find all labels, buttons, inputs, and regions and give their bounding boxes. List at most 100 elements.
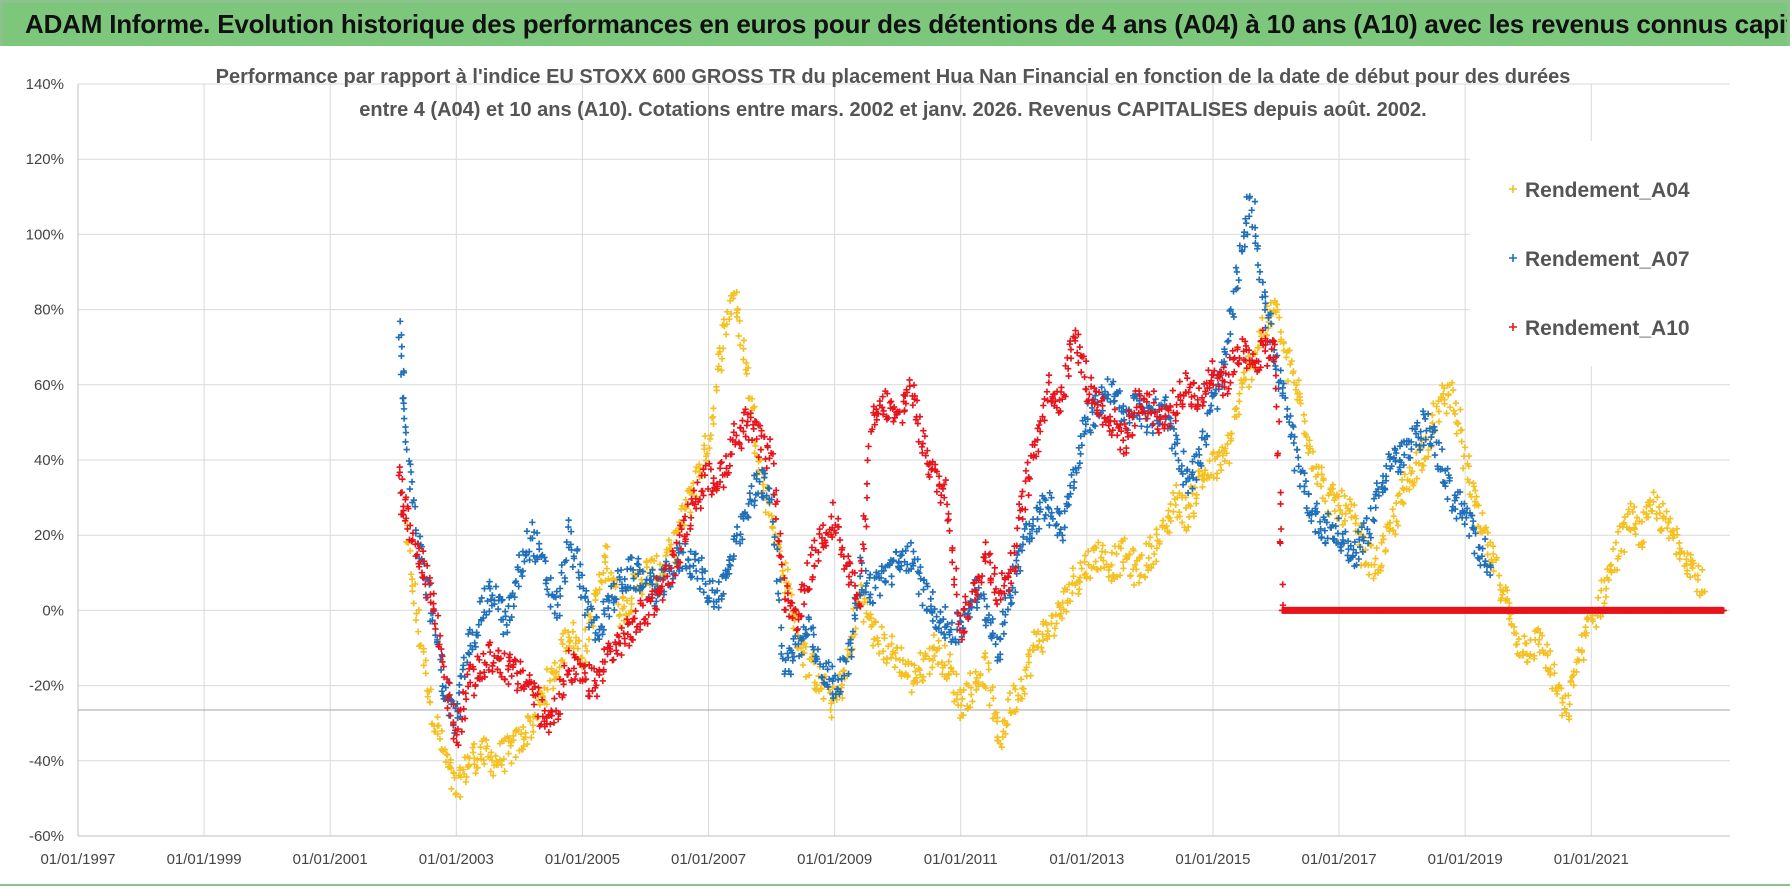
data-point bbox=[952, 636, 959, 643]
data-point bbox=[1077, 559, 1084, 567]
data-point bbox=[1406, 486, 1413, 493]
data-point bbox=[581, 669, 589, 677]
data-point bbox=[1067, 490, 1074, 498]
data-point bbox=[1191, 392, 1198, 400]
data-point bbox=[1202, 390, 1210, 398]
data-point bbox=[1265, 314, 1272, 321]
data-point bbox=[543, 586, 551, 593]
data-point bbox=[1105, 422, 1112, 429]
data-point bbox=[1461, 520, 1468, 528]
data-point bbox=[1063, 608, 1070, 615]
data-point bbox=[1221, 378, 1228, 386]
data-point bbox=[515, 583, 522, 590]
data-point bbox=[709, 413, 717, 421]
data-point bbox=[705, 594, 713, 602]
data-point bbox=[883, 655, 891, 663]
data-point bbox=[533, 529, 541, 537]
data-point bbox=[405, 457, 413, 465]
data-point bbox=[1005, 574, 1012, 581]
data-point bbox=[590, 623, 597, 630]
data-point bbox=[1248, 376, 1256, 383]
data-point bbox=[903, 389, 911, 396]
data-point bbox=[1490, 550, 1497, 558]
data-point bbox=[476, 670, 484, 677]
data-point bbox=[828, 714, 835, 721]
data-point bbox=[866, 571, 874, 578]
data-point bbox=[656, 561, 664, 568]
data-point bbox=[422, 657, 430, 664]
data-point bbox=[773, 498, 781, 505]
data-point bbox=[1597, 587, 1605, 594]
data-point bbox=[879, 648, 887, 655]
data-point bbox=[970, 579, 977, 587]
data-point bbox=[813, 681, 821, 689]
data-point bbox=[842, 658, 850, 665]
data-point bbox=[989, 683, 996, 691]
data-point bbox=[524, 740, 531, 748]
data-point bbox=[908, 565, 915, 573]
data-point bbox=[845, 670, 852, 677]
data-point bbox=[1215, 383, 1223, 390]
data-point bbox=[764, 444, 771, 451]
data-point bbox=[775, 596, 783, 604]
data-point bbox=[1233, 268, 1241, 276]
data-point bbox=[753, 435, 760, 443]
data-point bbox=[1062, 393, 1069, 400]
y-tick-label: 60% bbox=[34, 377, 64, 394]
data-point bbox=[517, 658, 524, 665]
data-point bbox=[1075, 577, 1082, 585]
data-point bbox=[1245, 346, 1253, 354]
data-point bbox=[1225, 385, 1232, 393]
data-point bbox=[758, 427, 765, 434]
data-point bbox=[710, 420, 717, 428]
data-point bbox=[551, 659, 559, 667]
data-point bbox=[447, 765, 455, 772]
data-point bbox=[424, 693, 431, 700]
data-point bbox=[740, 345, 747, 352]
data-point bbox=[1521, 632, 1528, 640]
data-point bbox=[1444, 465, 1451, 472]
data-point bbox=[521, 558, 528, 565]
data-point bbox=[1053, 620, 1060, 627]
data-point bbox=[1411, 479, 1418, 487]
data-point bbox=[556, 612, 563, 619]
data-point bbox=[414, 540, 421, 548]
data-point bbox=[670, 552, 678, 559]
data-point bbox=[1048, 509, 1055, 516]
data-point bbox=[949, 668, 957, 675]
data-point bbox=[1334, 539, 1342, 546]
data-point bbox=[628, 595, 635, 602]
data-point bbox=[963, 680, 970, 688]
data-point bbox=[1219, 452, 1227, 459]
y-axis: 140%120%100%80%60%40%20%0%-20%-40%-60% bbox=[26, 76, 64, 845]
data-point bbox=[1091, 422, 1099, 430]
data-point bbox=[792, 607, 800, 614]
data-point bbox=[550, 685, 557, 692]
data-point bbox=[1504, 595, 1511, 603]
data-point bbox=[1291, 433, 1298, 441]
data-point bbox=[1287, 361, 1294, 368]
data-point bbox=[1413, 422, 1421, 430]
data-point bbox=[1207, 402, 1215, 409]
data-point bbox=[1133, 566, 1140, 573]
data-point bbox=[926, 670, 933, 678]
data-point bbox=[682, 505, 690, 512]
data-point bbox=[1303, 504, 1310, 512]
data-point bbox=[1609, 545, 1617, 553]
data-point bbox=[607, 569, 615, 577]
data-point bbox=[1180, 448, 1187, 455]
data-point bbox=[1021, 690, 1028, 697]
data-point bbox=[929, 588, 936, 596]
data-point bbox=[714, 482, 721, 490]
data-point bbox=[474, 653, 481, 660]
data-point bbox=[1034, 515, 1041, 523]
data-point bbox=[1644, 514, 1652, 521]
data-point bbox=[1441, 384, 1448, 392]
legend-label: Rendement_A07 bbox=[1525, 248, 1690, 271]
data-point bbox=[824, 666, 831, 673]
data-point bbox=[1489, 542, 1497, 550]
data-point bbox=[701, 432, 709, 440]
data-point bbox=[1318, 464, 1325, 471]
data-point bbox=[1142, 415, 1150, 422]
data-point bbox=[770, 460, 777, 467]
